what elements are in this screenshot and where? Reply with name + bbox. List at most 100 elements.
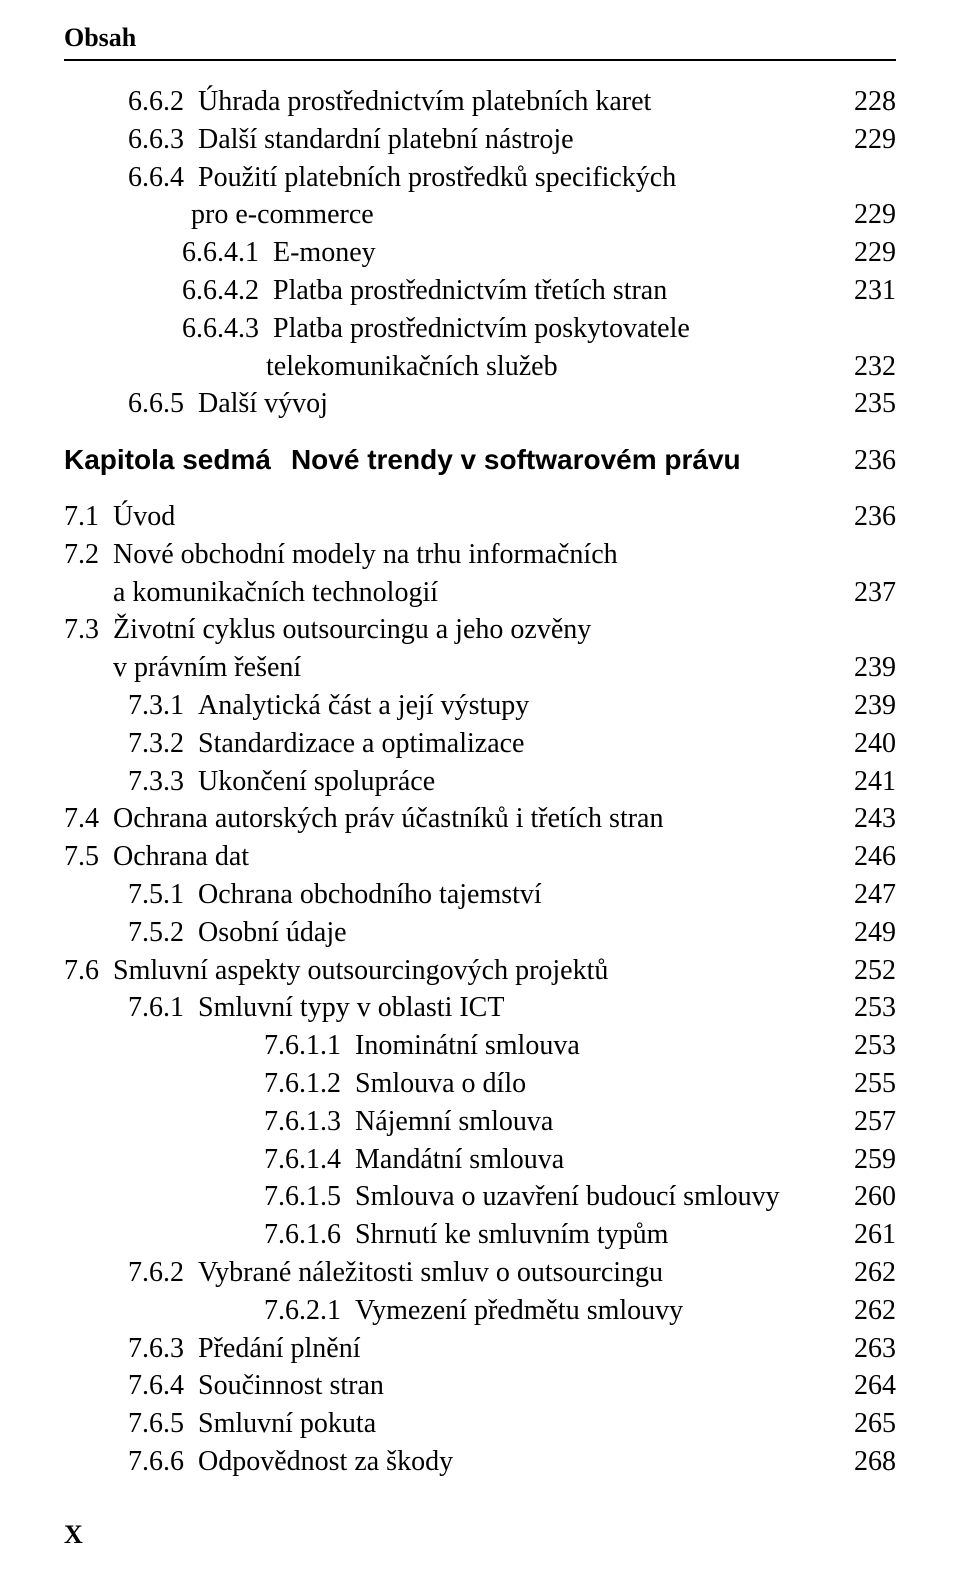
toc-page: 263 [836,1330,896,1368]
toc-title: Shrnutí ke smluvním typům [355,1216,836,1254]
toc-page: 247 [836,876,896,914]
toc-number: 7.6.5 [128,1405,198,1443]
toc-number: 7.6.6 [128,1443,198,1481]
toc-number: 7.3.2 [128,725,198,763]
toc-number: 7.6.1.4 [264,1141,355,1179]
toc-number: 7.6 [64,952,113,990]
toc-title: Ochrana autorských práv účastníků i třet… [113,800,836,838]
toc-page: 253 [836,1027,896,1065]
toc-number: 6.6.4.1 [182,234,273,272]
toc-page: 246 [836,838,896,876]
toc-title: Smluvní pokuta [198,1405,836,1443]
toc-title: Osobní údaje [198,914,836,952]
toc-row: 6.6.2 Úhrada prostřednictvím platebních … [128,83,896,121]
toc-number: 7.6.1.5 [264,1178,355,1216]
toc-row: 6.6.4 Použití platebních prostředků spec… [128,159,896,197]
toc-number: 7.6.1.6 [264,1216,355,1254]
toc-number: 6.6.3 [128,121,198,159]
toc-title: E-money [273,234,836,272]
toc-title: Úvod [113,498,836,536]
toc-block-2: 7.1 Úvod2367.2 Nové obchodní modely na t… [64,498,896,1481]
toc-page: 232 [836,348,896,386]
toc-title: Další standardní platební nástroje [198,121,836,159]
toc-title: Ukončení spolupráce [198,763,836,801]
chapter-title: Nové trendy v softwarovém právu [291,441,836,479]
toc-title: Analytická část a její výstupy [198,687,836,725]
toc-block-1: 6.6.2 Úhrada prostřednictvím platebních … [64,83,896,423]
toc-row: 7.6.1.1 Inominátní smlouva253 [264,1027,896,1065]
toc-number: 7.6.2 [128,1254,198,1292]
page-header: Obsah [64,20,896,61]
toc-title: Platba prostřednictvím poskytovatele [273,310,836,348]
toc-page: 237 [836,574,896,612]
toc-title: Smluvní typy v oblasti ICT [198,989,836,1027]
toc-number: 6.6.2 [128,83,198,121]
chapter-label: Kapitola sedmá [64,441,291,479]
toc-page: 239 [836,687,896,725]
toc-row: telekomunikačních služeb232 [182,348,896,386]
toc-number: 7.3.3 [128,763,198,801]
toc-row: 6.6.4.2 Platba prostřednictvím třetích s… [182,272,896,310]
toc-page: 262 [836,1292,896,1330]
toc-number: 7.3 [64,611,113,649]
toc-title: Předání plnění [198,1330,836,1368]
toc-title: Platba prostřednictvím třetích stran [273,272,836,310]
toc-title: Nové obchodní modely na trhu informačníc… [113,536,836,574]
toc-page: 252 [836,952,896,990]
toc-row: 7.6.6 Odpovědnost za škody268 [128,1443,896,1481]
toc-row: 7.3 Životní cyklus outsourcingu a jeho o… [64,611,896,649]
toc-row: 6.6.4.3 Platba prostřednictvím poskytova… [182,310,896,348]
toc-row: 7.6.1 Smluvní typy v oblasti ICT253 [128,989,896,1027]
toc-number: 6.6.4.3 [182,310,273,348]
toc-title: Mandátní smlouva [355,1141,836,1179]
toc-page: 241 [836,763,896,801]
toc-page: 268 [836,1443,896,1481]
toc-page: 231 [836,272,896,310]
toc-page: 229 [836,196,896,234]
toc-title: Vymezení předmětu smlouvy [355,1292,836,1330]
toc-row: 7.3.3 Ukončení spolupráce241 [128,763,896,801]
toc-title: Vybrané náležitosti smluv o outsourcingu [198,1254,836,1292]
toc-row: pro e-commerce229 [128,196,896,234]
toc-row: 7.6.5 Smluvní pokuta265 [128,1405,896,1443]
toc-number: 7.4 [64,800,113,838]
toc-number: 6.6.5 [128,385,198,423]
toc-page: 228 [836,83,896,121]
toc-row: 7.6.1.2 Smlouva o dílo255 [264,1065,896,1103]
toc-number: 7.2 [64,536,113,574]
toc-number: 6.6.4 [128,159,198,197]
toc-number [128,196,191,234]
toc-title: Úhrada prostřednictvím platebních karet [198,83,836,121]
toc-number: 7.6.1.3 [264,1103,355,1141]
toc-title: Ochrana dat [113,838,836,876]
toc-row: 7.6.1.3 Nájemní smlouva257 [264,1103,896,1141]
toc-title: Další vývoj [198,385,836,423]
toc-title: Použití platebních prostředků specifický… [198,159,836,197]
toc-page: 265 [836,1405,896,1443]
toc-title: a komunikačních technologií [113,574,836,612]
toc-row: 7.5.2 Osobní údaje249 [128,914,896,952]
toc-row: 7.1 Úvod236 [64,498,896,536]
toc-row: 6.6.5 Další vývoj235 [128,385,896,423]
toc-page: 240 [836,725,896,763]
toc-row: 7.6.2 Vybrané náležitosti smluv o outsou… [128,1254,896,1292]
toc-number [182,348,266,386]
toc-row: 7.6.2.1 Vymezení předmětu smlouvy262 [264,1292,896,1330]
toc-title: Odpovědnost za škody [198,1443,836,1481]
toc-page: 261 [836,1216,896,1254]
toc-title: pro e-commerce [191,196,836,234]
toc-number: 7.6.1.1 [264,1027,355,1065]
toc-row: 7.3.2 Standardizace a optimalizace240 [128,725,896,763]
toc-row: 7.6 Smluvní aspekty outsourcingových pro… [64,952,896,990]
toc-title: Smlouva o uzavření budoucí smlouvy [355,1178,836,1216]
toc-row: 6.6.4.1 E-money229 [182,234,896,272]
toc-number: 6.6.4.2 [182,272,273,310]
toc-row: a komunikačních technologií237 [64,574,896,612]
toc-page: 253 [836,989,896,1027]
toc-row: 7.2 Nové obchodní modely na trhu informa… [64,536,896,574]
toc-page: 229 [836,234,896,272]
toc-number [64,574,113,612]
toc-page: 239 [836,649,896,687]
toc-number: 7.5.1 [128,876,198,914]
toc-page: 260 [836,1178,896,1216]
